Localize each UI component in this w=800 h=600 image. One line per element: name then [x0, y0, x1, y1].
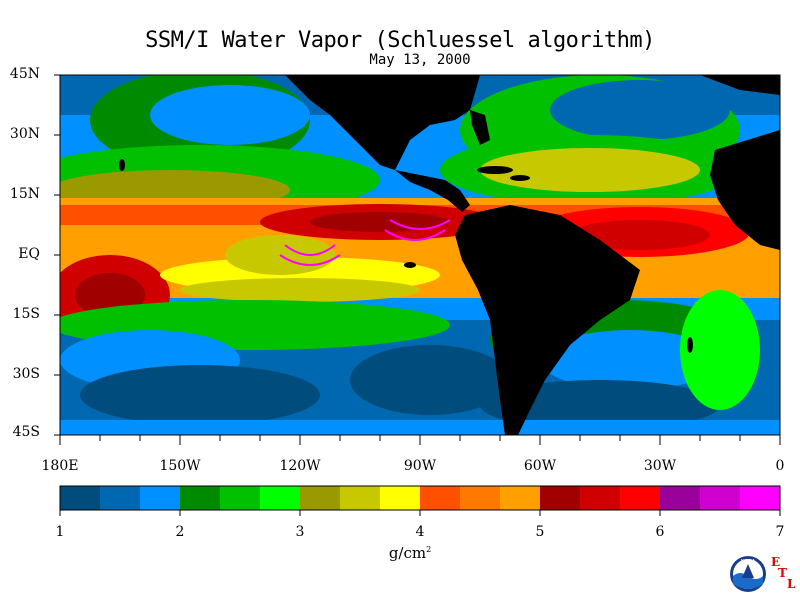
- lon-label-0: 0: [775, 458, 785, 474]
- colorbar-label-4: 4: [415, 524, 425, 540]
- colorbar-swatch: [300, 486, 341, 510]
- lon-label-180e: 180E: [41, 458, 79, 474]
- colorbar-label-2: 2: [175, 524, 185, 540]
- map-field: [60, 75, 780, 435]
- lat-label-30n: 30N: [9, 126, 40, 142]
- colorbar-swatch: [100, 486, 141, 510]
- lon-label-30w: 30W: [643, 458, 677, 474]
- colorbar-swatch: [260, 486, 301, 510]
- colorbar-swatch: [700, 486, 741, 510]
- colorbar-swatch: [180, 486, 221, 510]
- colorbar-label-6: 6: [655, 524, 665, 540]
- colorbar-swatch: [500, 486, 541, 510]
- colorbar-label-7: 7: [775, 524, 785, 540]
- lon-label-150w: 150W: [159, 458, 201, 474]
- etl-letter-e: E: [771, 555, 781, 569]
- colorbar-swatch: [620, 486, 661, 510]
- land-masses: [119, 75, 780, 435]
- colorbar-swatch: [340, 486, 381, 510]
- etl-letter-t: T: [778, 566, 787, 580]
- etl-letter-l: L: [787, 577, 796, 591]
- colorbar-ticks: [59, 510, 781, 516]
- colorbar-label-3: 3: [295, 524, 305, 540]
- chart-subtitle: May 13, 2000: [369, 52, 471, 68]
- colorbar-label-5: 5: [535, 524, 545, 540]
- colorbar-swatch: [660, 486, 701, 510]
- colorbar-swatch: [580, 486, 621, 510]
- lat-label-eq: EQ: [18, 246, 40, 262]
- colorbar-swatch: [140, 486, 181, 510]
- lat-label-30s: 30S: [12, 366, 40, 382]
- lon-label-120w: 120W: [279, 458, 321, 474]
- noaa-logo-text: NOAA: [741, 559, 756, 565]
- colorbar-swatch: [420, 486, 461, 510]
- colorbar-swatch: [740, 486, 781, 510]
- colorbar-swatch: [220, 486, 261, 510]
- units-text: g/cm: [388, 544, 427, 562]
- colorbar-swatch: [380, 486, 421, 510]
- lat-label-45n: 45N: [9, 66, 40, 82]
- lat-label-15n: 15N: [9, 186, 40, 202]
- lat-label-15s: 15S: [12, 306, 40, 322]
- lon-label-60w: 60W: [523, 458, 557, 474]
- lon-label-90w: 90W: [403, 458, 437, 474]
- colorbar-swatch: [460, 486, 501, 510]
- map-ticks: [54, 74, 781, 445]
- colorbar-label-1: 1: [55, 524, 65, 540]
- chart-title: SSM/I Water Vapor (Schluessel algorithm): [145, 28, 655, 53]
- colorbar-units: g/cm2: [380, 544, 440, 562]
- lat-label-45s: 45S: [12, 424, 40, 440]
- colorbar-swatch: [60, 486, 101, 510]
- noaa-logo: NOAA: [730, 556, 766, 592]
- colorbar: [60, 486, 781, 510]
- colorbar-swatch: [540, 486, 581, 510]
- units-exponent: 2: [426, 545, 432, 554]
